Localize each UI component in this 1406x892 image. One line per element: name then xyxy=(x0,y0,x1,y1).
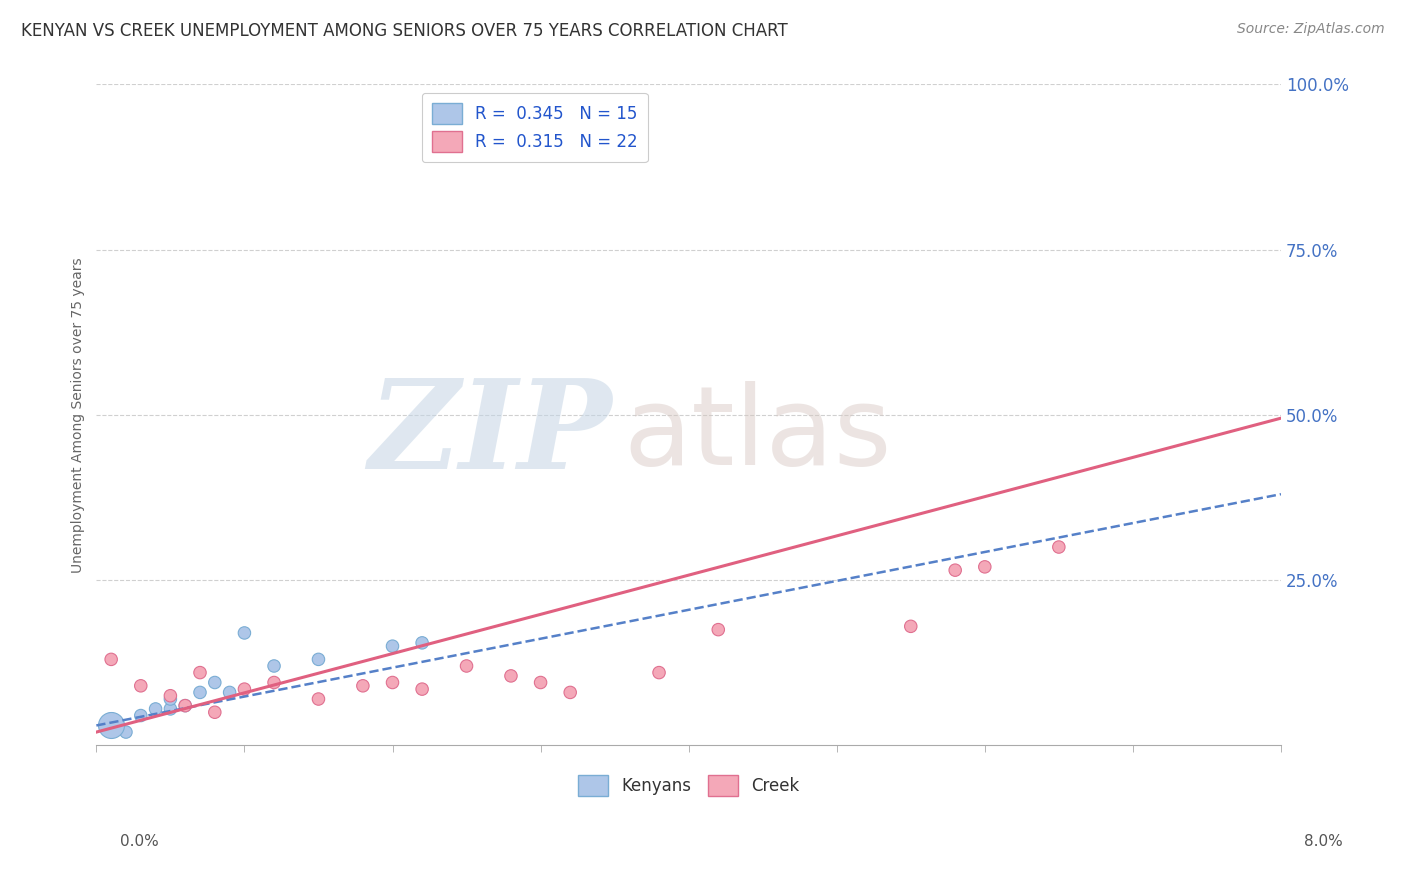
Point xyxy=(100,718,122,732)
Point xyxy=(204,675,226,690)
Text: 8.0%: 8.0% xyxy=(1303,834,1343,849)
Text: atlas: atlas xyxy=(623,381,891,488)
Point xyxy=(1047,540,1070,554)
Point xyxy=(499,669,522,683)
Point xyxy=(456,659,478,673)
Point xyxy=(381,639,404,653)
Point xyxy=(115,725,138,739)
Point xyxy=(159,689,181,703)
Point xyxy=(308,652,330,666)
Point xyxy=(204,705,226,719)
Point xyxy=(188,685,211,699)
Point xyxy=(188,665,211,680)
Text: Source: ZipAtlas.com: Source: ZipAtlas.com xyxy=(1237,22,1385,37)
Point xyxy=(648,665,671,680)
Point xyxy=(707,623,730,637)
Point xyxy=(100,652,122,666)
Point xyxy=(308,692,330,706)
Point xyxy=(174,698,197,713)
Point xyxy=(100,712,122,726)
Point xyxy=(218,685,240,699)
Point xyxy=(159,692,181,706)
Point xyxy=(352,679,374,693)
Point xyxy=(529,675,551,690)
Point xyxy=(145,702,167,716)
Y-axis label: Unemployment Among Seniors over 75 years: Unemployment Among Seniors over 75 years xyxy=(72,257,86,573)
Point xyxy=(943,563,966,577)
Point xyxy=(411,636,433,650)
Point xyxy=(263,659,285,673)
Point xyxy=(129,708,152,723)
Text: KENYAN VS CREEK UNEMPLOYMENT AMONG SENIORS OVER 75 YEARS CORRELATION CHART: KENYAN VS CREEK UNEMPLOYMENT AMONG SENIO… xyxy=(21,22,787,40)
Text: ZIP: ZIP xyxy=(368,374,612,495)
Point xyxy=(129,679,152,693)
Point xyxy=(973,559,995,574)
Point xyxy=(411,682,433,697)
Point xyxy=(381,675,404,690)
Point xyxy=(159,702,181,716)
Point xyxy=(233,626,256,640)
Legend: Kenyans, Creek: Kenyans, Creek xyxy=(571,768,806,803)
Text: 0.0%: 0.0% xyxy=(120,834,159,849)
Point xyxy=(900,619,922,633)
Point xyxy=(560,685,582,699)
Point xyxy=(174,698,197,713)
Point xyxy=(233,682,256,697)
Point xyxy=(263,675,285,690)
